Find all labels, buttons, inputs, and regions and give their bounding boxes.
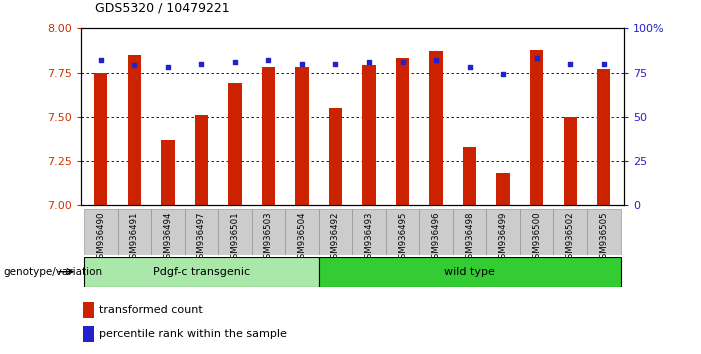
Bar (353, 209, 386, 255)
Bar (295, 67, 308, 205)
Bar (554, 209, 587, 255)
Bar (530, 50, 543, 205)
Bar (252, 209, 285, 255)
Bar (319, 209, 353, 255)
Bar (362, 65, 376, 205)
Text: GSM936497: GSM936497 (197, 211, 206, 264)
Bar (83, 302, 94, 318)
Bar (151, 209, 184, 255)
Bar (161, 140, 175, 205)
Text: GSM936501: GSM936501 (231, 211, 239, 264)
Point (129, 63, 140, 68)
Point (498, 72, 509, 77)
Text: wild type: wild type (444, 267, 495, 277)
Bar (564, 117, 577, 205)
Bar (261, 67, 275, 205)
Bar (83, 326, 94, 342)
Point (564, 61, 576, 67)
Bar (94, 73, 107, 205)
Point (363, 59, 374, 65)
Bar (218, 209, 252, 255)
Text: GSM936496: GSM936496 (432, 211, 441, 264)
Point (430, 57, 442, 63)
Bar (329, 108, 342, 205)
Bar (597, 69, 611, 205)
Text: GSM936493: GSM936493 (365, 211, 374, 264)
Bar (587, 209, 620, 255)
Text: GSM936499: GSM936499 (498, 211, 508, 263)
Point (196, 61, 207, 67)
Text: GSM936490: GSM936490 (96, 211, 105, 264)
Bar (463, 147, 477, 205)
Bar (419, 209, 453, 255)
Point (263, 57, 274, 63)
Text: GSM936494: GSM936494 (163, 211, 172, 264)
Bar (184, 209, 218, 255)
Bar (453, 209, 486, 255)
Text: GSM936498: GSM936498 (465, 211, 474, 264)
Bar (84, 209, 118, 255)
Text: Pdgf-c transgenic: Pdgf-c transgenic (153, 267, 250, 277)
Text: GSM936504: GSM936504 (297, 211, 306, 264)
Point (330, 61, 341, 67)
Bar (128, 55, 141, 205)
Text: GSM936503: GSM936503 (264, 211, 273, 264)
Text: percentile rank within the sample: percentile rank within the sample (99, 329, 287, 339)
Point (531, 56, 543, 61)
Point (162, 64, 173, 70)
Point (598, 61, 609, 67)
Bar (228, 83, 242, 205)
Bar (396, 58, 409, 205)
Bar (319, 257, 620, 287)
Text: transformed count: transformed count (99, 305, 203, 315)
Text: GSM936492: GSM936492 (331, 211, 340, 264)
Text: GSM936491: GSM936491 (130, 211, 139, 264)
Bar (84, 257, 319, 287)
Bar (496, 173, 510, 205)
Text: GDS5320 / 10479221: GDS5320 / 10479221 (95, 1, 229, 14)
Bar (486, 209, 520, 255)
Point (464, 64, 475, 70)
Text: genotype/variation: genotype/variation (4, 267, 102, 277)
Text: GSM936502: GSM936502 (566, 211, 575, 264)
Bar (118, 209, 151, 255)
Point (297, 61, 308, 67)
Point (95, 57, 107, 63)
Bar (195, 115, 208, 205)
Bar (520, 209, 554, 255)
Text: GSM936505: GSM936505 (599, 211, 608, 264)
Point (229, 59, 240, 65)
Bar (430, 51, 443, 205)
Text: GSM936495: GSM936495 (398, 211, 407, 264)
Bar (386, 209, 419, 255)
Point (397, 59, 408, 65)
Bar (285, 209, 319, 255)
Text: GSM936500: GSM936500 (532, 211, 541, 264)
